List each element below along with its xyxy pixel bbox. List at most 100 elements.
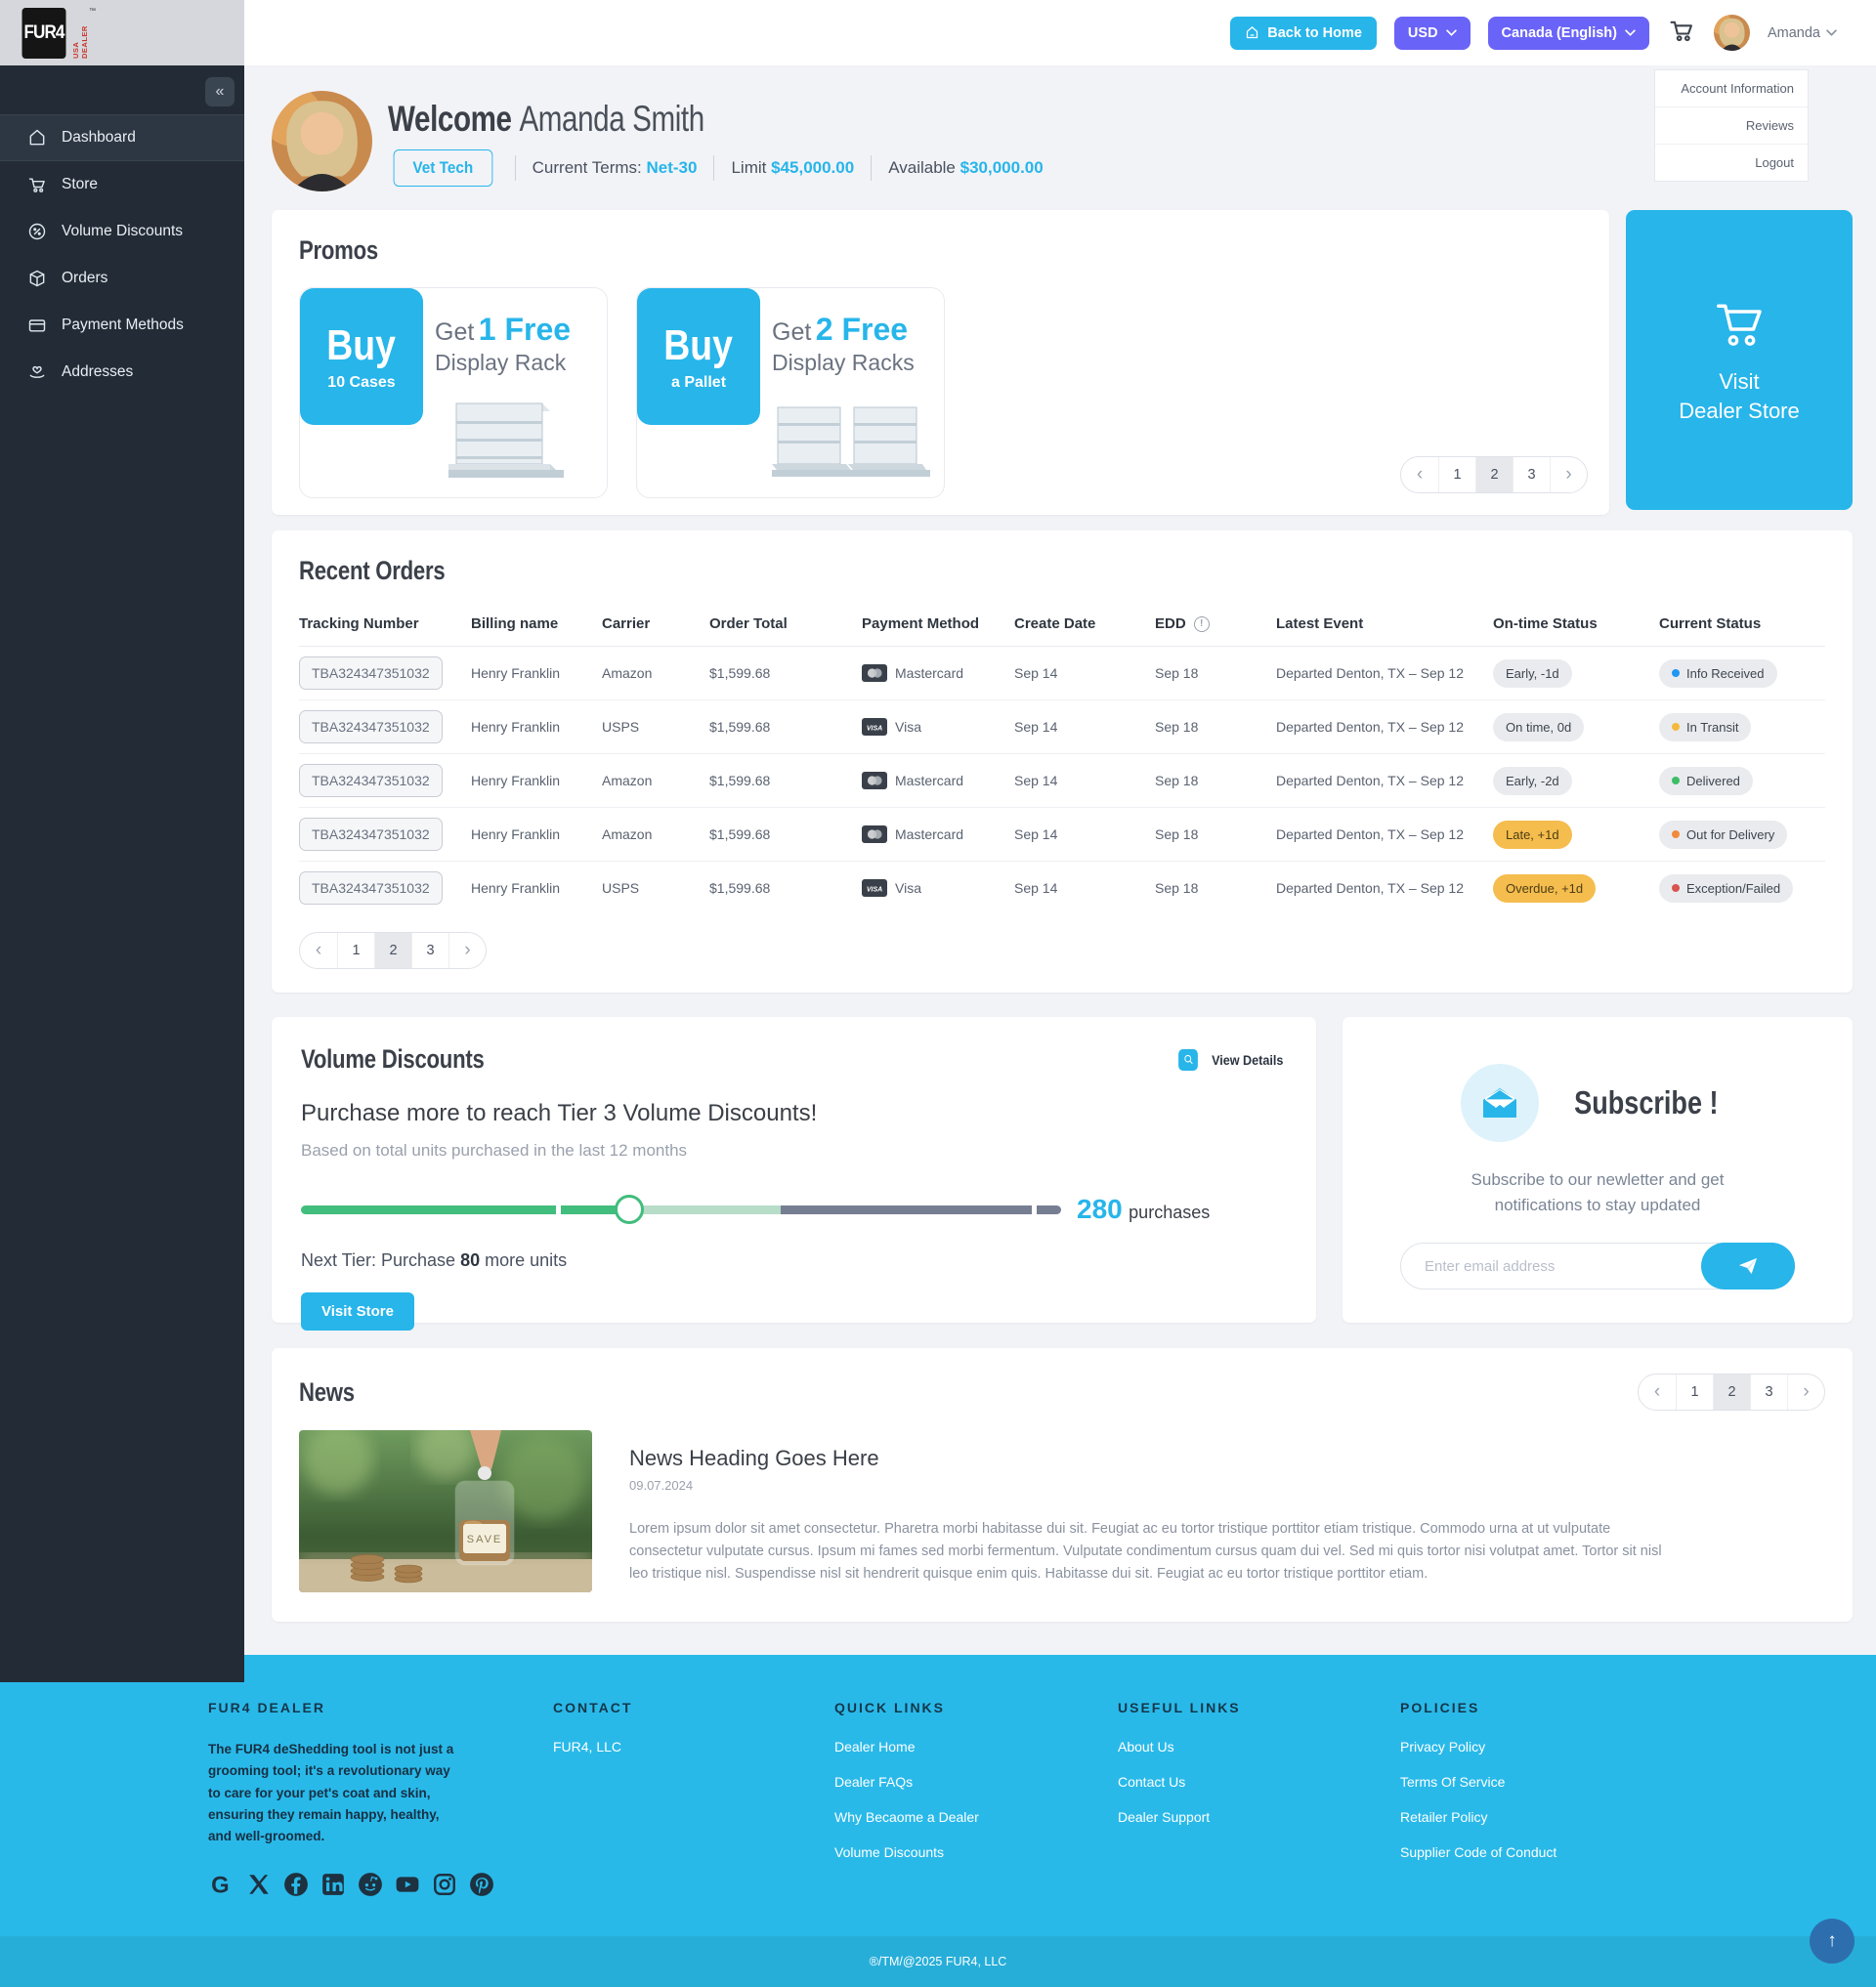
progress-segment-complete: [560, 1205, 629, 1214]
footer-link-dealer-home[interactable]: Dealer Home: [834, 1739, 916, 1754]
cart-icon[interactable]: [1667, 17, 1696, 49]
pagination-page-3[interactable]: 3: [411, 933, 448, 968]
send-button[interactable]: [1701, 1243, 1795, 1289]
brand-logo[interactable]: FUR4 USA DEALER ™: [0, 0, 244, 65]
pagination-page-1[interactable]: 1: [1438, 457, 1475, 492]
pagination-prev-icon[interactable]: ‹: [1416, 464, 1424, 485]
tracking-number-pill[interactable]: TBA324347351032: [299, 871, 443, 905]
footer-link-contact-us[interactable]: Contact Us: [1118, 1774, 1186, 1790]
welcome-section: Welcome Amanda Smith Vet Tech Current Te…: [272, 65, 1853, 191]
sidebar-item-orders[interactable]: Orders: [0, 255, 244, 302]
footer-link-fur4-llc[interactable]: FUR4, LLC: [553, 1739, 622, 1754]
view-details-button[interactable]: View Details: [1177, 1048, 1287, 1071]
divider: [871, 155, 873, 181]
pagination-page-1[interactable]: 1: [1676, 1374, 1713, 1410]
topbar: Back to Home USD Canada (English) Amanda: [244, 0, 1876, 65]
sidebar-item-store[interactable]: Store: [0, 161, 244, 208]
currency-dropdown[interactable]: USD: [1393, 16, 1471, 50]
col-current-status: Current Status: [1659, 602, 1825, 647]
pinterest-icon[interactable]: [468, 1871, 494, 1897]
instagram-icon[interactable]: [431, 1871, 457, 1897]
percent-icon: [28, 223, 46, 240]
sidebar-item-addresses[interactable]: Addresses: [0, 349, 244, 396]
paper-plane-icon: [1738, 1257, 1758, 1275]
tracking-number-pill[interactable]: TBA324347351032: [299, 656, 443, 690]
footer-link-volume-discounts[interactable]: Volume Discounts: [834, 1844, 945, 1860]
footer-link-retailer-policy[interactable]: Retailer Policy: [1400, 1809, 1488, 1825]
footer-link-dealer-faqs[interactable]: Dealer FAQs: [834, 1774, 914, 1790]
visa-icon: VISA: [862, 879, 887, 897]
next-tier-text: Next Tier: Purchase 80 more units: [301, 1250, 568, 1270]
current-status-badge: Delivered: [1659, 766, 1753, 795]
pagination-prev-icon[interactable]: ‹: [315, 940, 322, 960]
footer-link-why-become-dealer[interactable]: Why Becaome a Dealer: [834, 1809, 979, 1825]
subscribe-section: Subscribe ! Subscribe to our newletter a…: [1343, 1017, 1853, 1323]
footer-link-about-us[interactable]: About Us: [1118, 1739, 1174, 1754]
pagination-page-2[interactable]: 2: [1713, 1374, 1750, 1410]
linkedin-icon[interactable]: [320, 1871, 346, 1897]
table-row: TBA324347351032 Henry Franklin USPS $1,5…: [299, 699, 1825, 754]
news-body-text: Lorem ipsum dolor sit amet consectetur. …: [629, 1521, 1662, 1582]
home-icon: [1247, 26, 1258, 39]
tier-progress-bar[interactable]: [301, 1195, 1061, 1224]
sidebar-item-volume-discounts[interactable]: Volume Discounts: [0, 208, 244, 255]
google-icon[interactable]: G: [208, 1871, 234, 1897]
table-row: TBA324347351032 Henry Franklin USPS $1,5…: [299, 862, 1825, 915]
pagination-page-3[interactable]: 3: [1513, 457, 1550, 492]
pagination-page-1[interactable]: 1: [337, 933, 374, 968]
chevron-down-icon: [1445, 29, 1457, 36]
menu-item-account-information[interactable]: Account Information: [1655, 70, 1808, 107]
display-racks-image: [772, 406, 930, 477]
footer-link-privacy-policy[interactable]: Privacy Policy: [1400, 1739, 1486, 1754]
pagination-page-2[interactable]: 2: [1475, 457, 1513, 492]
cart-icon: [1717, 304, 1762, 346]
tracking-number-pill[interactable]: TBA324347351032: [299, 710, 443, 743]
news-article[interactable]: News Heading Goes Here 09.07.2024 Lorem …: [629, 1430, 1665, 1592]
reddit-icon[interactable]: [357, 1871, 383, 1897]
user-menu[interactable]: Amanda: [1768, 25, 1837, 41]
progress-segment-current-tier: [628, 1205, 782, 1214]
current-status-badge: In Transit: [1659, 712, 1752, 741]
news-title: News: [299, 1376, 355, 1407]
sidebar-item-dashboard[interactable]: Dashboard: [0, 114, 244, 161]
sidebar-collapse-icon[interactable]: «: [205, 77, 234, 106]
pagination-prev-icon[interactable]: ‹: [1653, 1381, 1661, 1402]
visit-store-button[interactable]: Visit Store: [301, 1292, 414, 1331]
svg-text:VISA: VISA: [867, 725, 882, 732]
footer-link-supplier-code[interactable]: Supplier Code of Conduct: [1400, 1844, 1557, 1860]
sidebar-item-payment-methods[interactable]: Payment Methods: [0, 302, 244, 349]
info-icon[interactable]: !: [1193, 615, 1210, 632]
x-twitter-icon[interactable]: [245, 1871, 272, 1897]
heart-hands-icon: [29, 365, 45, 378]
table-row: TBA324347351032 Henry Franklin Amazon $1…: [299, 753, 1825, 808]
promo-card-buy-10-cases[interactable]: Buy 10 Cases Get 1 Free Display Rack: [299, 287, 608, 498]
pagination-page-3[interactable]: 3: [1750, 1374, 1787, 1410]
progress-segment-remaining: [781, 1205, 1033, 1214]
visit-dealer-store-card[interactable]: Visit Dealer Store: [1626, 210, 1853, 510]
pagination-page-2[interactable]: 2: [374, 933, 411, 968]
youtube-icon[interactable]: [394, 1871, 420, 1897]
pagination-next-icon[interactable]: ›: [1550, 457, 1587, 492]
copyright-text: ®/TM/@2025 FUR4, LLC: [869, 1955, 1007, 1969]
pagination-next-icon[interactable]: ›: [1787, 1374, 1824, 1410]
tracking-number-pill[interactable]: TBA324347351032: [299, 818, 443, 851]
locale-dropdown[interactable]: Canada (English): [1487, 16, 1649, 50]
promo-card-buy-pallet[interactable]: Buy a Pallet Get 2 Free Display Racks: [636, 287, 945, 498]
progress-slider-knob[interactable]: [615, 1195, 645, 1224]
scroll-to-top-button[interactable]: ↑: [1810, 1919, 1855, 1965]
recent-orders-section: Recent Orders Tracking Number Billing na…: [272, 530, 1853, 993]
page-title: Welcome Amanda Smith: [388, 99, 704, 139]
back-to-home-button[interactable]: Back to Home: [1230, 16, 1377, 50]
news-pagination: ‹ 1 2 3 ›: [1638, 1374, 1825, 1411]
avatar[interactable]: [1713, 15, 1750, 51]
menu-item-logout[interactable]: Logout: [1655, 145, 1808, 181]
table-row: TBA324347351032 Henry Franklin Amazon $1…: [299, 646, 1825, 700]
footer-link-dealer-support[interactable]: Dealer Support: [1118, 1809, 1211, 1825]
menu-item-reviews[interactable]: Reviews: [1655, 107, 1808, 145]
tracking-number-pill[interactable]: TBA324347351032: [299, 764, 443, 797]
footer-link-terms-of-service[interactable]: Terms Of Service: [1400, 1774, 1506, 1790]
pagination-next-icon[interactable]: ›: [448, 933, 486, 968]
current-terms: Current Terms: Net-30: [532, 158, 698, 177]
facebook-icon[interactable]: [282, 1871, 309, 1897]
status-dot: [1672, 723, 1680, 731]
